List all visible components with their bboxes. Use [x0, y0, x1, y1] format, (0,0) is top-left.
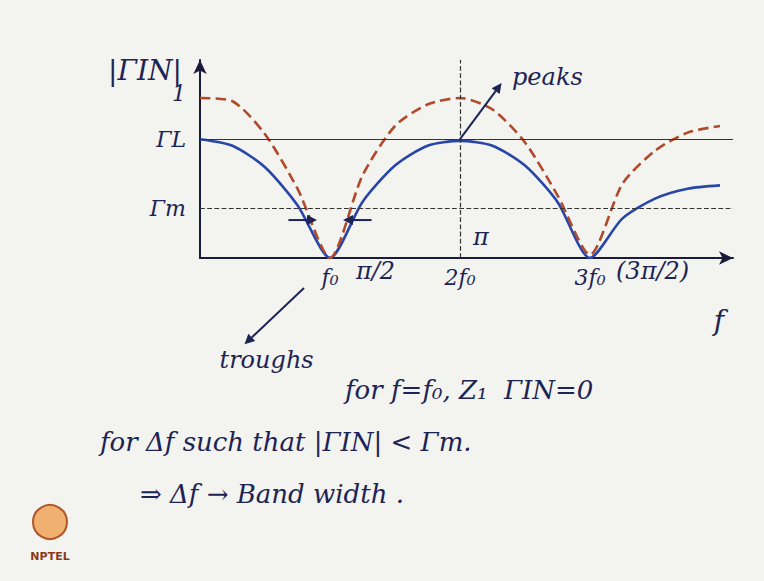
svg-text:Γm: Γm [149, 196, 186, 221]
svg-text:(3π/2): (3π/2) [616, 257, 689, 285]
svg-text:2f₀: 2f₀ [444, 265, 476, 290]
svg-text:|ΓIN|: |ΓIN| [108, 54, 182, 87]
svg-text:peaks: peaks [512, 63, 583, 91]
svg-text:π: π [472, 223, 490, 251]
svg-text:π/2: π/2 [355, 257, 395, 285]
svg-text:NPTEL: NPTEL [30, 550, 69, 563]
svg-text:3f₀: 3f₀ [575, 265, 606, 290]
svg-text:for f=f₀, Z₁ ΓIN=0: for f=f₀, Z₁ ΓIN=0 [343, 375, 593, 405]
svg-text:⇒ Δf → Band width .: ⇒ Δf → Band width . [140, 479, 404, 509]
svg-text:for Δf such that |ΓIN| < Γm.: for Δf such that |ΓIN| < Γm. [98, 427, 472, 457]
svg-text:f: f [712, 304, 729, 337]
svg-text:ΓL: ΓL [155, 127, 186, 152]
svg-text:f₀: f₀ [320, 265, 339, 290]
svg-text:1: 1 [172, 80, 186, 106]
svg-text:troughs: troughs [220, 346, 314, 374]
